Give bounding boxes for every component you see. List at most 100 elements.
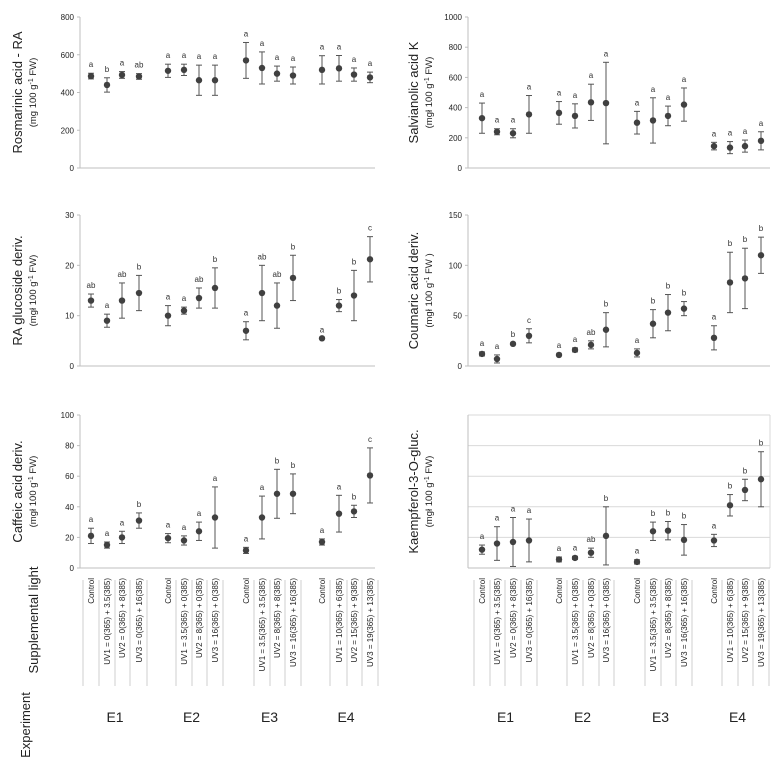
data-point	[680, 305, 688, 312]
chart-panel-4: 0 50 100 150 Coumaric acid deriv. (mgł 100 g-…	[406, 211, 770, 371]
significance-letter: a	[244, 29, 249, 38]
data-point	[258, 514, 266, 521]
treatment-label: UV1 = 3.5(365) + 0(385)	[180, 578, 189, 665]
significance-letter: a	[337, 482, 342, 491]
treatment-label: UV3 = 0(365) + 16(385)	[135, 578, 144, 663]
significance-letter: a	[495, 514, 500, 523]
data-point	[710, 537, 718, 544]
significance-letter: ab	[87, 281, 96, 290]
data-point	[664, 112, 672, 120]
data-point	[335, 510, 343, 517]
data-point	[195, 77, 203, 84]
significance-letter: a	[166, 293, 171, 302]
data-point	[87, 297, 95, 304]
treatment-label: UV2 = 8(365) + 0(385)	[195, 578, 204, 658]
data-point	[710, 334, 718, 342]
significance-letter: b	[651, 297, 656, 306]
data-point	[273, 70, 281, 77]
significance-letter: a	[320, 43, 325, 52]
data-point	[350, 292, 358, 299]
significance-letter: a	[89, 515, 94, 524]
chart-panel-3: 0 10 20 30 RA glucoside deriv. (mgł 100 g-1 F…	[10, 211, 375, 371]
data-point	[525, 332, 533, 339]
significance-letter: b	[352, 492, 357, 501]
y-axis-title: Rosmarinic acid - RA	[10, 31, 25, 153]
data-point	[757, 137, 765, 145]
y-tick-label: 0	[70, 164, 75, 173]
significance-letter: b	[511, 330, 516, 339]
y-axis-title: Kaempferol-3-O-gluc.	[406, 429, 421, 553]
significance-letter: b	[759, 224, 764, 233]
significance-letter: a	[260, 483, 265, 492]
data-point	[757, 252, 765, 259]
data-point	[478, 350, 486, 358]
y-tick-label: 800	[61, 13, 75, 22]
significance-letter: a	[712, 521, 717, 530]
significance-letter: a	[527, 506, 532, 515]
significance-letter: a	[352, 55, 357, 64]
data-point	[195, 528, 203, 535]
data-point	[135, 73, 143, 80]
significance-letter: a	[166, 51, 171, 60]
experiment-group-label: E2	[574, 709, 591, 725]
y-tick-label: 80	[65, 442, 74, 451]
experiment-group-label: E3	[261, 709, 278, 725]
significance-letter: a	[635, 336, 640, 345]
treatment-label: UV3 = 16(365) + 0(385)	[211, 578, 220, 663]
data-point	[273, 302, 281, 309]
y-tick-label: 30	[65, 211, 74, 220]
significance-letter: a	[573, 91, 578, 100]
data-point	[335, 302, 343, 309]
treatment-label: UV2 = 8(365) + 0(385)	[587, 578, 596, 658]
significance-letter: ab	[135, 61, 144, 70]
data-point	[118, 297, 126, 304]
data-point	[664, 527, 672, 534]
treatment-label: UV3 = 16(365) + 16(385)	[289, 578, 298, 667]
significance-letter: a	[480, 532, 485, 541]
significance-letter: b	[291, 242, 296, 251]
significance-letter: a	[712, 129, 717, 138]
significance-letter: a	[120, 518, 125, 527]
data-point	[680, 536, 688, 544]
y-tick-label: 400	[61, 89, 75, 98]
data-point	[164, 67, 172, 74]
data-point	[103, 317, 111, 324]
data-point	[87, 532, 95, 540]
data-point	[118, 71, 126, 79]
significance-letter: a	[682, 75, 687, 84]
data-point	[741, 486, 749, 494]
data-point	[289, 490, 297, 497]
data-point	[587, 549, 595, 556]
significance-letter: a	[260, 39, 265, 48]
significance-letter: b	[651, 509, 656, 518]
data-point	[164, 312, 172, 319]
data-point	[602, 326, 610, 333]
data-point	[509, 340, 517, 348]
data-point	[478, 546, 486, 553]
significance-letter: b	[728, 482, 733, 491]
chart-panel-2: 0 200 400 600 800 1000 Salvianolic acid K (mgł …	[406, 13, 770, 173]
experiment-group-label: E2	[183, 709, 200, 725]
data-point	[335, 65, 343, 72]
significance-letter: c	[368, 224, 372, 233]
significance-letter: a	[635, 547, 640, 556]
chart-panel-1: 0 200 400 600 800 Rosmarinic acid - RA (mg 100…	[10, 13, 375, 173]
significance-letter: b	[743, 235, 748, 244]
data-point	[242, 547, 250, 554]
data-point	[741, 275, 749, 282]
data-point	[258, 289, 266, 297]
y-axis-unit: (mgł 100 g-1 FW )	[424, 253, 436, 327]
y-tick-label: 60	[65, 472, 74, 481]
treatment-label: UV1 = 3.5(365) + 3.5(385)	[649, 578, 658, 672]
y-axis-title: Coumaric acid deriv.	[406, 232, 421, 350]
significance-letter: ab	[118, 270, 127, 279]
significance-letter: a	[368, 59, 373, 68]
treatment-label: UV1 = 0(365) + 3.5(385)	[493, 578, 502, 665]
treatment-label: UV3 = 0(365) + 16(385)	[525, 578, 534, 663]
y-axis-title: RA glucoside deriv.	[10, 235, 25, 345]
treatment-label: Control	[318, 578, 327, 604]
data-point	[366, 472, 374, 479]
significance-letter: a	[291, 54, 296, 63]
y-tick-label: 10	[65, 312, 74, 321]
